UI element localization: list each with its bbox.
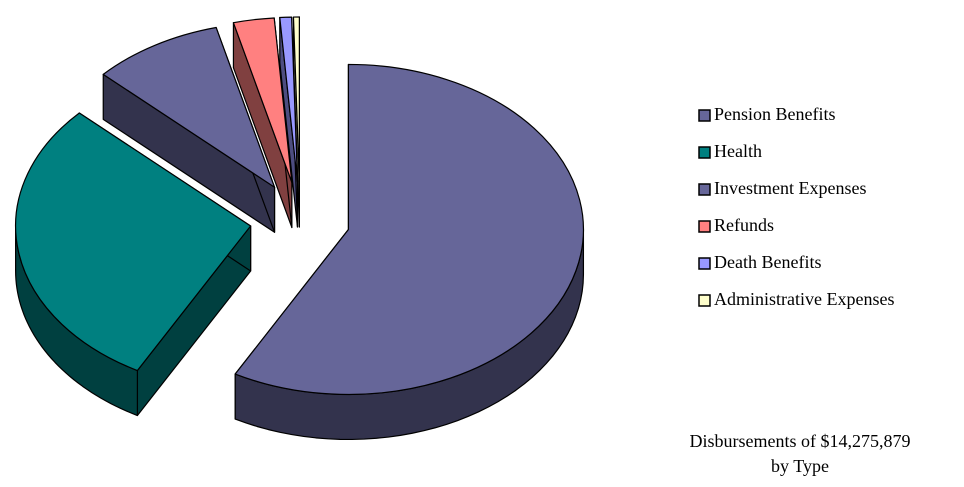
slice	[102, 26, 276, 188]
legend-label: Pension Benefits	[714, 104, 836, 124]
slice	[279, 16, 299, 183]
legend-label: Administrative Expenses	[714, 289, 894, 309]
legend-label: Refunds	[714, 215, 774, 235]
slice	[15, 112, 252, 372]
slice	[292, 16, 300, 183]
legend-swatch	[698, 183, 711, 196]
legend-swatch	[698, 220, 711, 233]
legend-swatch	[698, 294, 711, 307]
legend-label: Health	[714, 141, 762, 161]
legend-swatch	[698, 146, 711, 159]
legend-label: Investment Expenses	[714, 178, 866, 198]
chart-title: Disbursements of $14,275,879	[690, 431, 911, 451]
slice	[234, 63, 584, 396]
slice	[232, 17, 293, 184]
legend-swatch	[698, 109, 711, 122]
legend-swatch	[698, 257, 711, 270]
legend-label: Death Benefits	[714, 252, 821, 272]
chart-title: by Type	[771, 456, 829, 476]
